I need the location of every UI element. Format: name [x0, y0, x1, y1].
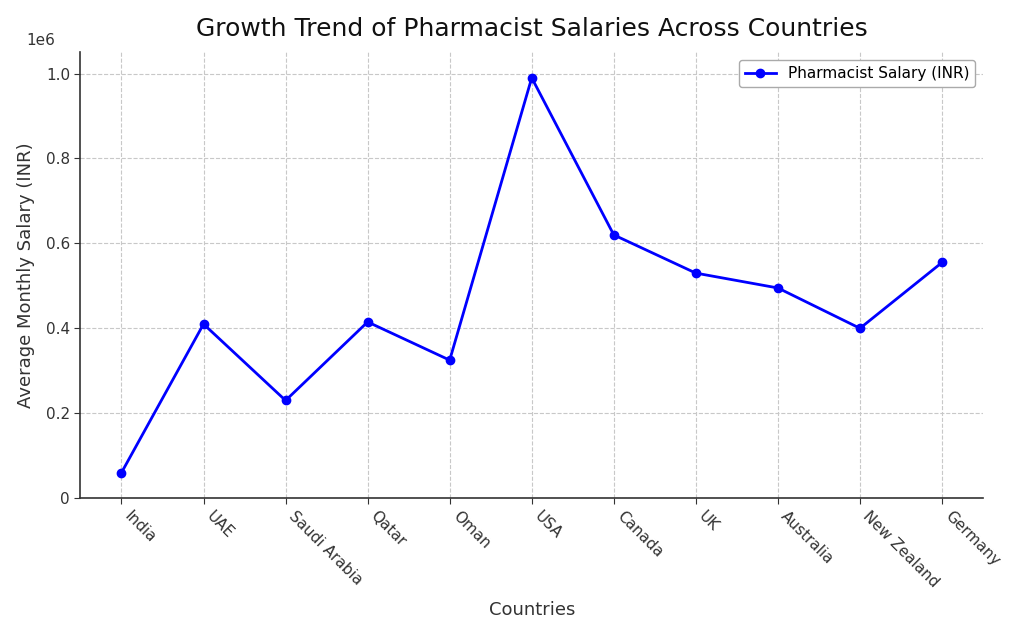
- Pharmacist Salary (INR): [443, 356, 456, 364]
- Pharmacist Salary (INR): [198, 321, 210, 328]
- Line: Pharmacist Salary (INR): Pharmacist Salary (INR): [118, 74, 946, 477]
- Pharmacist Salary (INR): [280, 397, 292, 404]
- Pharmacist Salary (INR): [361, 318, 374, 326]
- Pharmacist Salary (INR): [690, 269, 702, 277]
- Pharmacist Salary (INR): [854, 324, 866, 332]
- Legend: Pharmacist Salary (INR): Pharmacist Salary (INR): [739, 60, 976, 87]
- Title: Growth Trend of Pharmacist Salaries Across Countries: Growth Trend of Pharmacist Salaries Acro…: [196, 17, 867, 41]
- Y-axis label: Average Monthly Salary (INR): Average Monthly Salary (INR): [16, 142, 35, 408]
- Pharmacist Salary (INR): [936, 259, 948, 266]
- Text: 1e6: 1e6: [27, 33, 55, 48]
- Pharmacist Salary (INR): [607, 231, 620, 238]
- Pharmacist Salary (INR): [772, 284, 784, 292]
- X-axis label: Countries: Countries: [488, 601, 574, 619]
- Pharmacist Salary (INR): [116, 469, 128, 476]
- Pharmacist Salary (INR): [525, 74, 538, 81]
